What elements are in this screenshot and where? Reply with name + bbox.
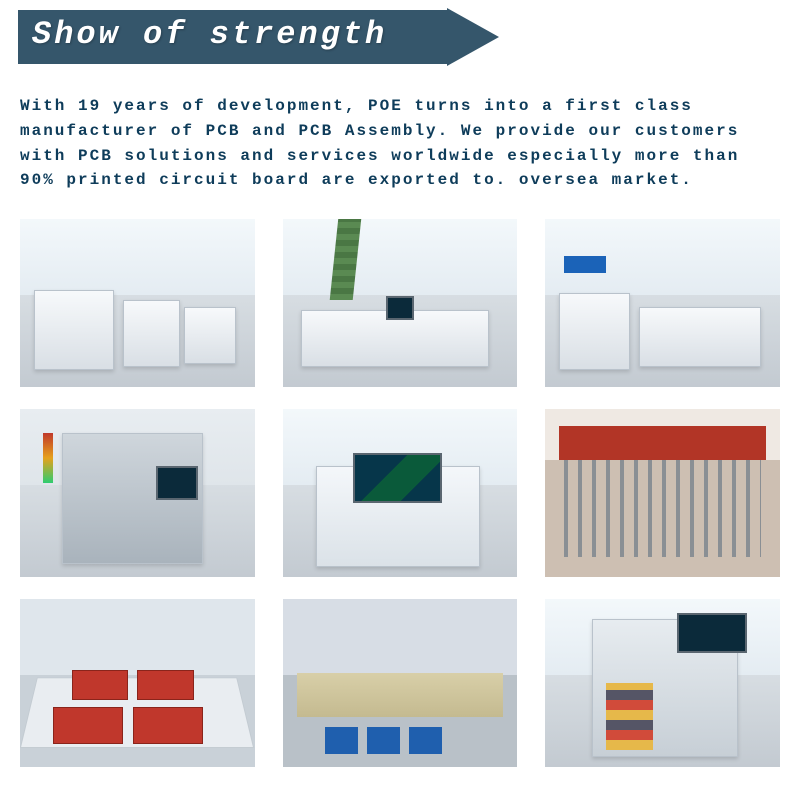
factory-photo-grid: [0, 211, 800, 767]
intro-paragraph: With 19 years of development, POE turns …: [20, 94, 780, 193]
photo-router-red-panels: [20, 599, 255, 767]
photo-wave-solder-rack: [545, 409, 780, 577]
header-banner: Show of strength: [18, 10, 800, 64]
photo-spi-cabinet: [20, 409, 255, 577]
photo-reflow-oven: [283, 219, 518, 387]
photo-assembly-workshop: [283, 599, 518, 767]
page-title: Show of strength: [32, 16, 387, 53]
photo-aoi-machine: [283, 409, 518, 577]
photo-smt-line-cleanroom: [20, 219, 255, 387]
photo-pick-and-place-line: [545, 219, 780, 387]
photo-test-station: [545, 599, 780, 767]
